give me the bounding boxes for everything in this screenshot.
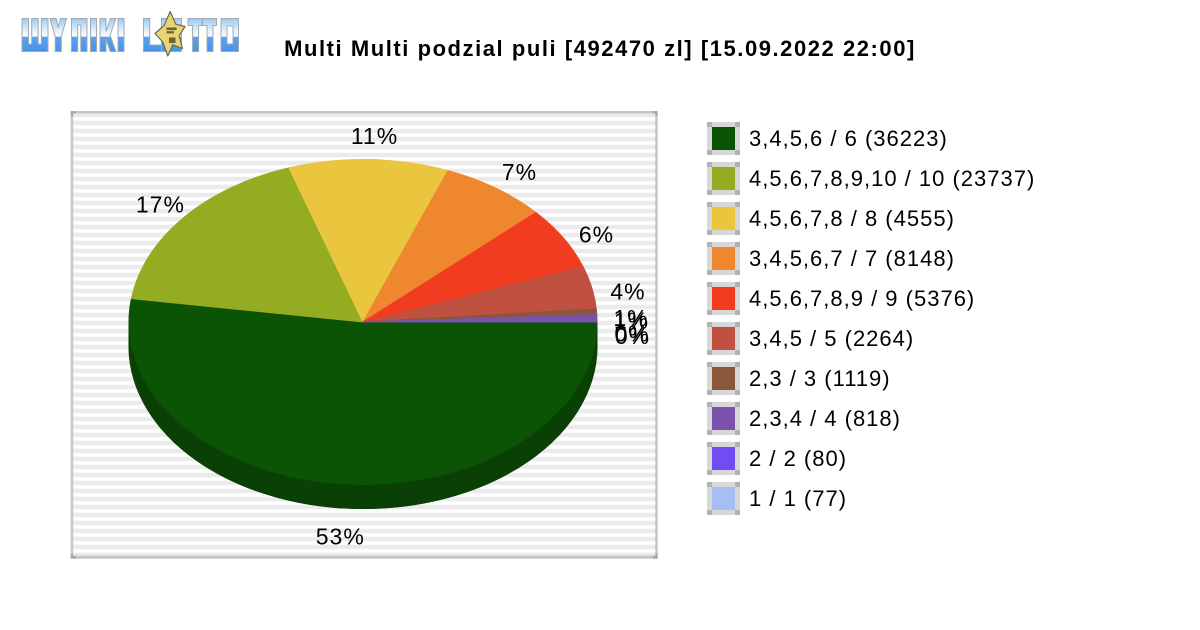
svg-text:1%: 1% <box>614 308 649 334</box>
svg-text:4%: 4% <box>610 279 645 305</box>
svg-text:7%: 7% <box>502 159 537 185</box>
svg-text:17%: 17% <box>136 192 185 218</box>
svg-text:11%: 11% <box>351 123 398 149</box>
svg-text:0%: 0% <box>614 321 649 347</box>
svg-text:0%: 0% <box>615 323 650 349</box>
svg-text:6%: 6% <box>579 222 614 248</box>
svg-text:53%: 53% <box>316 524 365 550</box>
svg-text:1%: 1% <box>613 305 648 331</box>
